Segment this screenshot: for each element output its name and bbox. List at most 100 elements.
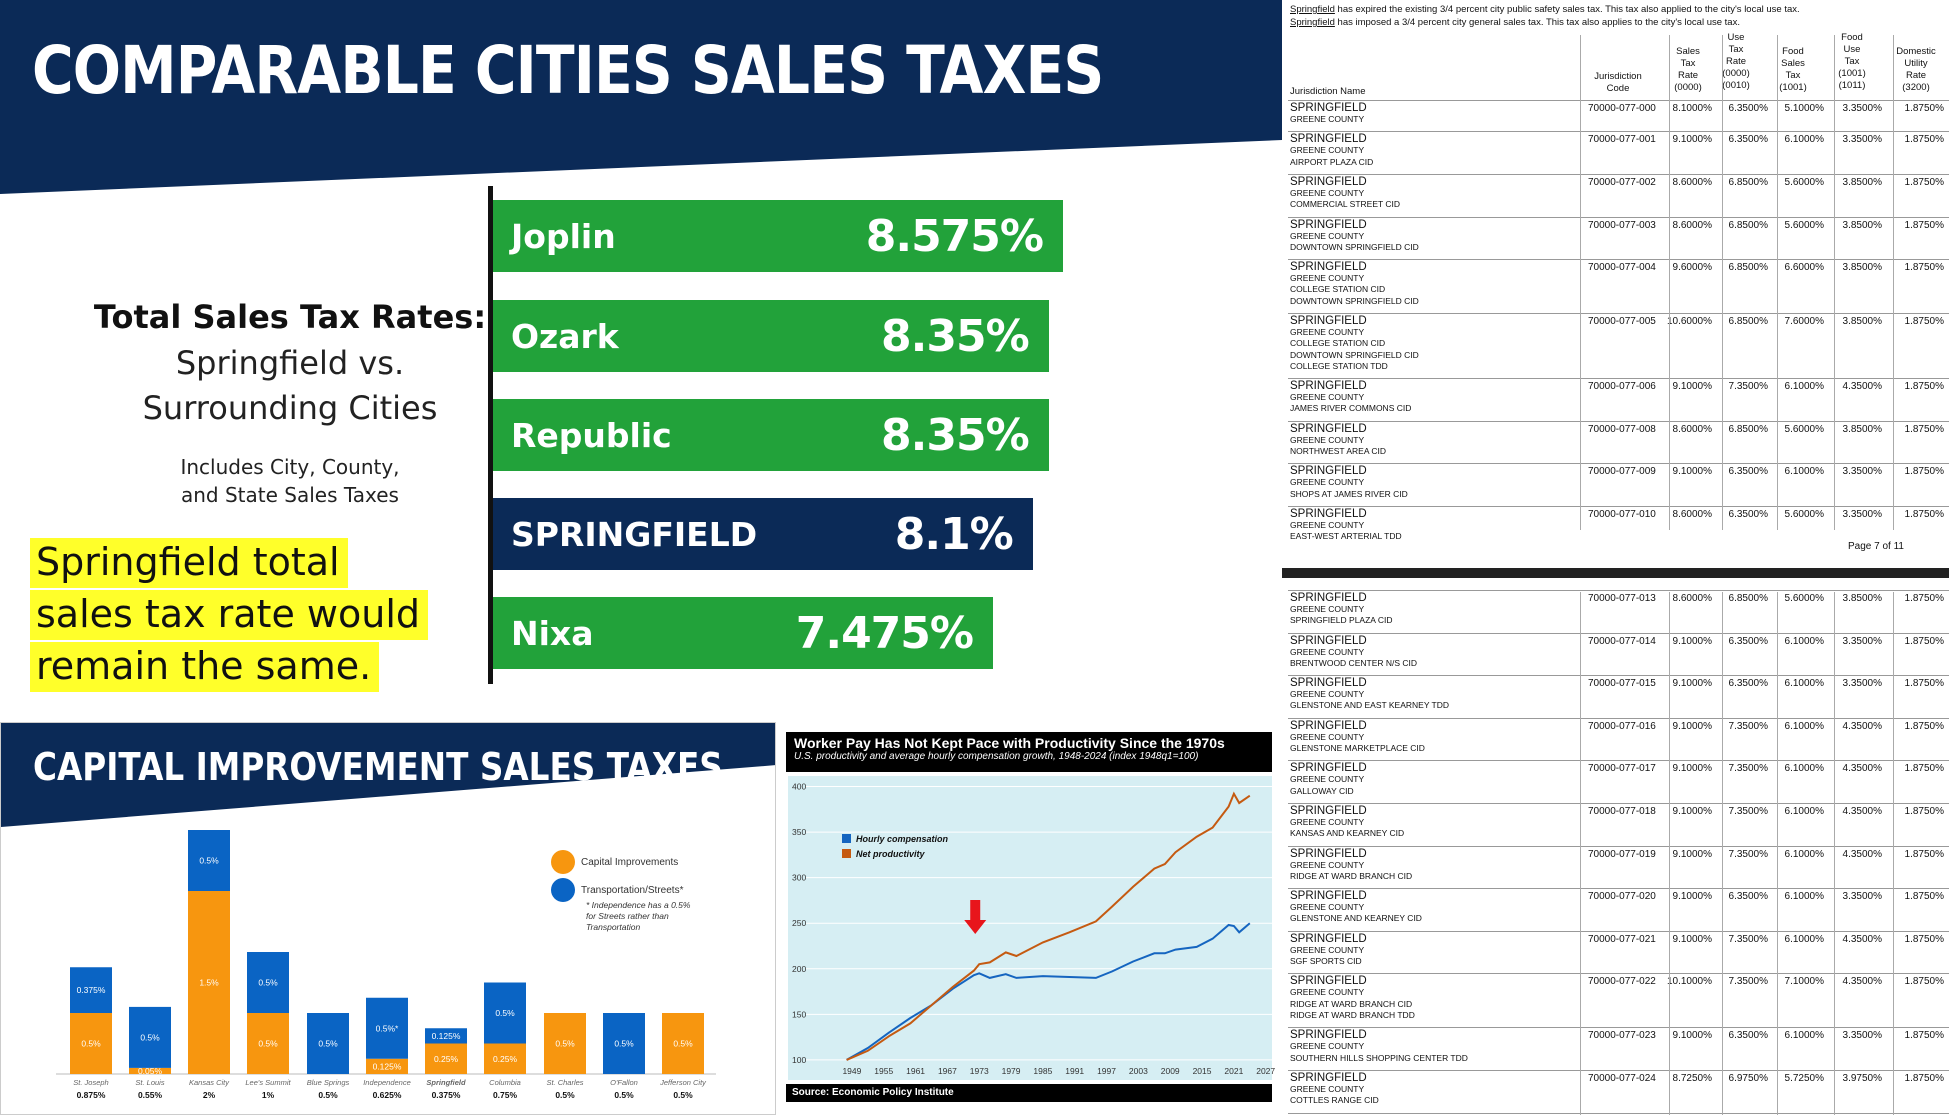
x-tick-label: 1961 xyxy=(906,1066,925,1076)
row-location: GREENE COUNTY xyxy=(1290,902,1365,913)
bar-capital xyxy=(366,1058,408,1074)
cell-sales: 9.1000% xyxy=(1672,891,1712,903)
cell-use: 7.3500% xyxy=(1728,720,1768,732)
x-tick-label: 2021 xyxy=(1224,1066,1243,1076)
cell-food: 7.6000% xyxy=(1784,316,1824,327)
cell-code: 70000-077-019 xyxy=(1588,848,1656,860)
table-row: SPRINGFIELD GREENE COUNTY RIDGE AT WARD BR… xyxy=(1288,973,1949,1027)
cell-sales: 9.1000% xyxy=(1672,933,1712,945)
bar-capital-label: 0.125% xyxy=(373,1061,402,1071)
cell-sales: 10.1000% xyxy=(1666,976,1712,988)
column-divider xyxy=(1834,592,1835,1115)
row-city: SPRINGFIELD xyxy=(1290,1071,1367,1084)
cell-fooduse: 3.3500% xyxy=(1842,134,1882,146)
cell-code: 70000-077-014 xyxy=(1588,635,1656,647)
row-location: AIRPORT PLAZA CID xyxy=(1290,156,1374,167)
bar-axis-divider xyxy=(488,186,493,684)
cell-util: 1.8750% xyxy=(1904,678,1944,690)
cell-sales: 9.1000% xyxy=(1672,1030,1712,1042)
cell-fooduse: 4.3500% xyxy=(1842,976,1882,988)
cell-use: 6.3500% xyxy=(1728,891,1768,903)
category-label: Lee's Summit xyxy=(245,1078,291,1087)
row-city: SPRINGFIELD xyxy=(1290,175,1367,188)
row-city: SPRINGFIELD xyxy=(1290,805,1367,817)
cell-code: 70000-077-021 xyxy=(1588,933,1656,945)
x-tick-label: 1967 xyxy=(938,1066,957,1076)
cell-code: 70000-077-004 xyxy=(1588,262,1656,274)
cell-food: 5.6000% xyxy=(1784,593,1824,604)
cell-food: 5.6000% xyxy=(1784,176,1824,188)
column-divider xyxy=(1777,592,1778,1115)
row-city: SPRINGFIELD xyxy=(1290,422,1367,435)
legend-transport-label: Transportation/Streets* xyxy=(581,885,684,896)
cell-food: 5.1000% xyxy=(1784,103,1824,114)
category-total: 0.375% xyxy=(432,1090,461,1100)
header-line: Domestic xyxy=(1896,46,1936,57)
header-line: Tax xyxy=(1728,44,1744,55)
header-line: (3200) xyxy=(1902,82,1930,93)
intro-subtitle-line1: Springfield vs. xyxy=(175,344,405,382)
productivity-line-chart: 100 150 200 250 300 350 400 1949 1955 1961 1967 197… xyxy=(788,776,1275,1080)
row-location: GREENE COUNTY xyxy=(1290,273,1365,284)
row-city: SPRINGFIELD xyxy=(1290,592,1367,604)
cell-fooduse: 4.3500% xyxy=(1842,848,1882,860)
category-total: 0.5% xyxy=(673,1090,693,1100)
bar-transport-label: 0.5% xyxy=(199,856,219,866)
cell-fooduse: 4.3500% xyxy=(1842,720,1882,732)
table-row: SPRINGFIELD GREENE COUNTY NORTHWEST AREA C… xyxy=(1288,420,1949,464)
row-location: GLENSTONE AND KEARNEY CID xyxy=(1290,913,1422,924)
cell-fooduse: 4.3500% xyxy=(1842,806,1882,817)
note1-text: has expired the existing 3/4 percent cit… xyxy=(1334,4,1800,15)
header-utility: Domestic Utility Rate (3200) xyxy=(1890,46,1942,94)
y-tick-label: 350 xyxy=(792,827,806,837)
header-code: Jurisdiction Code xyxy=(1582,71,1654,95)
cell-food: 5.6000% xyxy=(1784,509,1824,520)
row-city: SPRINGFIELD xyxy=(1290,218,1367,231)
header-line: (1011) xyxy=(1838,80,1866,91)
row-location: GREENE COUNTY xyxy=(1290,689,1365,700)
city-name: Nixa xyxy=(511,613,594,653)
cell-code: 70000-077-020 xyxy=(1588,891,1656,903)
note1-city: Springfield xyxy=(1290,4,1335,15)
cell-util: 1.8750% xyxy=(1904,134,1944,146)
row-city: SPRINGFIELD xyxy=(1290,932,1367,945)
row-location: GALLOWAY CID xyxy=(1290,785,1354,796)
tax-rate-table-panel: Springfield has expired the existing 3/4… xyxy=(1282,0,1949,1115)
cell-use: 6.3500% xyxy=(1728,1030,1768,1042)
header-line: (0000) xyxy=(1674,82,1702,93)
row-location: GREENE COUNTY xyxy=(1290,817,1365,827)
cell-util: 1.8750% xyxy=(1904,262,1944,274)
x-tick-label: 1949 xyxy=(842,1066,861,1076)
table-row: SPRINGFIELD GREENE COUNTY DOWNTOWN SPRINGF… xyxy=(1288,216,1949,260)
productivity-chart-header: Worker Pay Has Not Kept Pace with Produc… xyxy=(786,732,1272,772)
cell-fooduse: 3.8500% xyxy=(1842,423,1882,435)
cell-sales: 9.1000% xyxy=(1672,848,1712,860)
bar-transport xyxy=(247,952,289,1013)
table-row: SPRINGFIELD GREENE COUNTY EAST-WEST ARTERI… xyxy=(1288,506,1949,549)
cell-fooduse: 3.3500% xyxy=(1842,1030,1882,1042)
header-line: Rate xyxy=(1725,56,1747,67)
bar-transport xyxy=(70,967,112,1013)
city-rate: 7.475% xyxy=(795,607,974,659)
x-tick-label: 2003 xyxy=(1129,1066,1148,1076)
capital-improvement-chart: 0.5% 0.375% St. Joseph 0.875% 0.05% 0.5% St. L… xyxy=(1,723,775,1100)
row-location: GREENE COUNTY xyxy=(1290,114,1365,124)
table-row: SPRINGFIELD GREENE COUNTY GLENSTONE MARKET… xyxy=(1288,717,1949,761)
cell-code: 70000-077-001 xyxy=(1588,134,1656,146)
row-location: GREENE COUNTY xyxy=(1290,859,1365,870)
header-line: Use xyxy=(1843,44,1861,55)
cell-sales: 9.1000% xyxy=(1672,678,1712,690)
y-tick-label: 200 xyxy=(792,964,806,974)
bar-transport-label: 0.5% xyxy=(318,1039,338,1049)
bar-transport xyxy=(366,997,408,1059)
cell-util: 1.8750% xyxy=(1904,1030,1944,1042)
cell-food: 6.1000% xyxy=(1784,635,1824,647)
cell-code: 70000-077-005 xyxy=(1588,316,1656,327)
plot-background xyxy=(788,776,1272,1080)
highlight-line2: sales tax rate would xyxy=(30,590,429,640)
row-location: SHOPS AT JAMES RIVER CID xyxy=(1290,488,1408,499)
cell-fooduse: 3.8500% xyxy=(1842,219,1882,231)
category-total: 0.75% xyxy=(493,1090,518,1100)
note2-text: has imposed a 3/4 percent city general s… xyxy=(1334,17,1740,28)
table-row: SPRINGFIELD GREENE COUNTY GALLOWAY CID 7000… xyxy=(1288,760,1949,803)
